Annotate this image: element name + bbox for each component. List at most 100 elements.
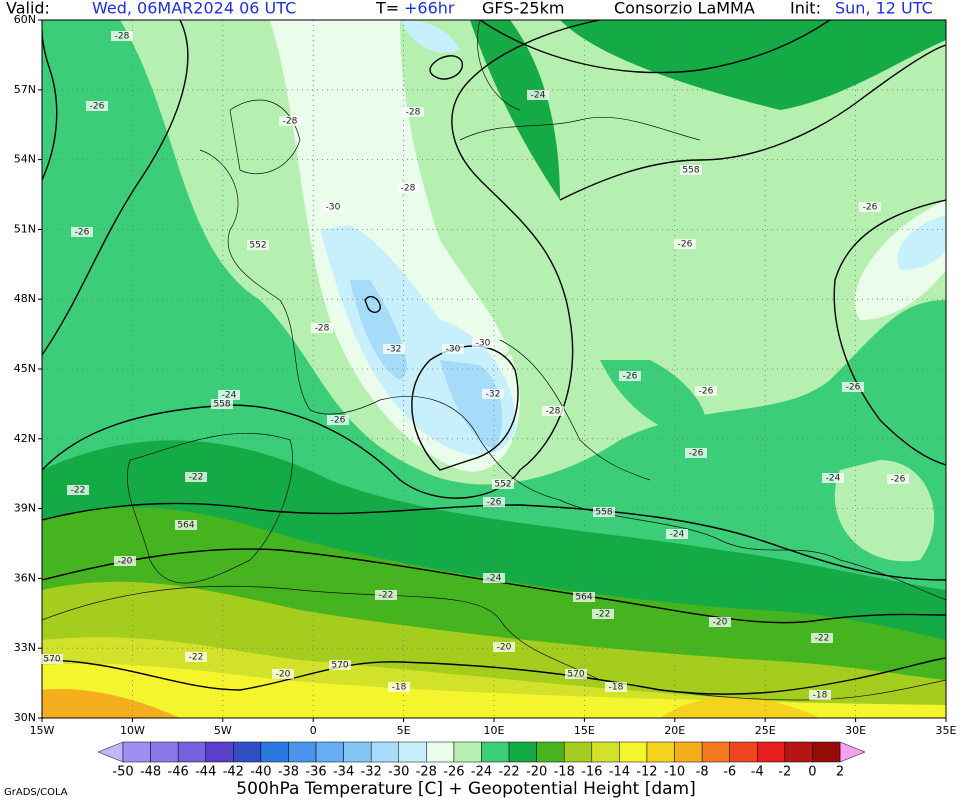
temperature-label: -30 — [326, 203, 341, 213]
colorbar-box — [177, 741, 206, 763]
colorbar-box — [757, 741, 786, 763]
colorbar-tick-label: -8 — [696, 765, 709, 780]
temperature-label-bg — [709, 617, 731, 627]
colorbar-box — [453, 741, 482, 763]
lat-label: 60N — [14, 13, 36, 26]
colorbar-tick-label: -26 — [443, 765, 464, 780]
colorbar-box — [508, 741, 537, 763]
lon-label: 5E — [397, 724, 411, 737]
map-frame — [41, 19, 947, 719]
temperature-label-bg — [71, 227, 93, 237]
colorbar-tick-label: -46 — [168, 765, 189, 780]
colorbar-box — [288, 741, 317, 763]
temperature-label-bg — [809, 690, 831, 700]
colorbar-box — [563, 741, 593, 763]
lon-label: 15E — [574, 724, 595, 737]
temperature-label: -28 — [315, 324, 330, 334]
temperature-label: -18 — [609, 683, 624, 693]
temperature-label-bg — [605, 682, 627, 692]
colorbar-tick-label: -32 — [361, 765, 382, 780]
temperature-label: -28 — [115, 32, 130, 42]
height-label: 570 — [43, 655, 60, 665]
temperature-label-bg — [811, 633, 833, 643]
lat-label: 54N — [14, 153, 36, 166]
colorbar-low — [97, 741, 124, 763]
colorbar: -50 -48 -46 -44 -42 -40 -38 -36 -34 -32 -30 -28 -26-… — [97, 741, 866, 780]
colorbar-box — [315, 741, 344, 763]
header: Valid: Wed, 06MAR2024 06 UTC T= +66hr GF… — [6, 0, 933, 18]
temperature-label-bg — [619, 371, 641, 381]
colorbar-box — [674, 741, 703, 763]
lat-label: 36N — [14, 571, 36, 584]
height-label: 558 — [213, 400, 230, 410]
temperature-label: -26 — [689, 449, 704, 459]
lon-label: 15W — [30, 724, 55, 737]
colorbar-tick-label: -40 — [250, 765, 271, 780]
colorbar-tick-label: -34 — [333, 765, 354, 780]
lead-time: +66hr — [404, 0, 455, 18]
colorbar-box — [591, 741, 620, 763]
valid-label: Valid: — [6, 0, 50, 18]
height-label-bg — [175, 520, 197, 530]
temperature-label: -24 — [531, 91, 546, 101]
colorbar-tick-label: -16 — [581, 765, 602, 780]
colorbar-caption: 500hPa Temperature [C] + Geopotential He… — [236, 779, 696, 799]
colorbar-box — [370, 741, 400, 763]
colorbar-box — [205, 741, 234, 763]
temperature-label-bg — [859, 202, 881, 212]
temperature-label-bg — [442, 344, 464, 354]
height-label: 552 — [249, 241, 266, 251]
temperature-label-bg — [279, 116, 301, 126]
temperature-label: -24 — [222, 391, 237, 401]
temperature-label-bg — [218, 390, 240, 400]
contour-labels: -28 -26 -28 -28 -24 -26 -30 -28 -26 -26 -28 -32 -30 -… — [41, 31, 909, 701]
colorbar-tick-label: -10 — [664, 765, 685, 780]
colorbar-tick-label: -28 — [416, 765, 437, 780]
init-label: Init: — [790, 0, 821, 18]
temperature-label: -26 — [891, 475, 906, 485]
temperature-label: -18 — [392, 683, 407, 693]
temperature-label: -26 — [487, 498, 502, 508]
colorbar-box — [150, 741, 179, 763]
colorbar-box — [812, 741, 841, 763]
temperature-label: -28 — [283, 117, 298, 127]
colorbar-tick-label: 0 — [808, 765, 816, 780]
lon-label: 5W — [214, 724, 232, 737]
temperature-label: -28 — [546, 407, 561, 417]
height-label: 558 — [595, 508, 612, 518]
height-label-bg — [41, 654, 63, 664]
temperature-label-bg — [402, 107, 424, 117]
colorbar-tick-label: -50 — [112, 765, 133, 780]
temperature-label-bg — [397, 183, 419, 193]
height-label-bg — [573, 592, 595, 602]
colorbar-box — [260, 741, 289, 763]
colorbar-tick-label: -30 — [388, 765, 409, 780]
temperature-label: -28 — [401, 184, 416, 194]
init-time: Sun, 12 UTC — [835, 0, 933, 18]
temperature-label: -26 — [863, 203, 878, 213]
temperature-label-bg — [674, 239, 696, 249]
lat-label: 45N — [14, 362, 36, 375]
graticule: 15W 10W 5W 0 5E 10E 15E 20E 25E 30E 35E 60N 57N 54N 51… — [14, 13, 957, 737]
temperature-label-bg — [483, 573, 505, 583]
temperature-label-bg — [185, 472, 207, 482]
height-label: 564 — [575, 593, 592, 603]
temperature-label: -20 — [497, 643, 512, 653]
temperature-label: -28 — [406, 108, 421, 118]
lat-label: 42N — [14, 432, 36, 445]
lat-label: 39N — [14, 502, 36, 515]
height-label-bg — [680, 165, 702, 175]
temperature-label-bg — [67, 485, 89, 495]
temperature-label: -24 — [826, 474, 841, 484]
temperature-label: -32 — [387, 345, 402, 355]
colorbar-tick-label: -42 — [223, 765, 244, 780]
colorbar-box — [784, 741, 813, 763]
colorbar-box — [122, 741, 151, 763]
temperature-label-bg — [685, 448, 707, 458]
temperature-label-bg — [483, 497, 505, 507]
colorbar-box — [729, 741, 758, 763]
lon-label: 20E — [664, 724, 685, 737]
temperature-label-bg — [822, 473, 844, 483]
colorbar-tick-label: 2 — [836, 765, 844, 780]
